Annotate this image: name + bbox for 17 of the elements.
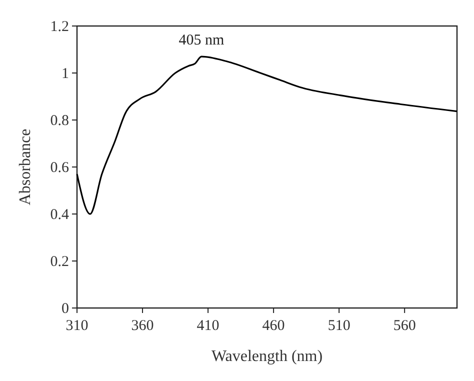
x-tick-label: 510 <box>328 318 350 334</box>
x-tick-label: 460 <box>262 318 285 334</box>
x-tick-label: 360 <box>131 318 154 334</box>
y-tick-label: 0.4 <box>50 207 70 223</box>
y-axis-title: Absorbance <box>17 128 34 206</box>
y-tick-label: 0 <box>62 301 69 317</box>
y-tick-label: 1.2 <box>50 19 69 35</box>
x-tick-label: 410 <box>196 318 220 334</box>
y-tick-label: 1 <box>62 66 69 82</box>
x-tick-label: 560 <box>393 318 416 334</box>
x-tick-label: 310 <box>66 318 88 334</box>
y-tick-label: 0.8 <box>50 113 69 129</box>
y-tick-label: 0.6 <box>50 160 70 176</box>
x-axis-title: Wavelength (nm) <box>211 348 323 365</box>
line-series <box>76 56 458 215</box>
annotation: 405 nm <box>178 32 225 49</box>
y-tick-label: 0.2 <box>50 254 69 270</box>
